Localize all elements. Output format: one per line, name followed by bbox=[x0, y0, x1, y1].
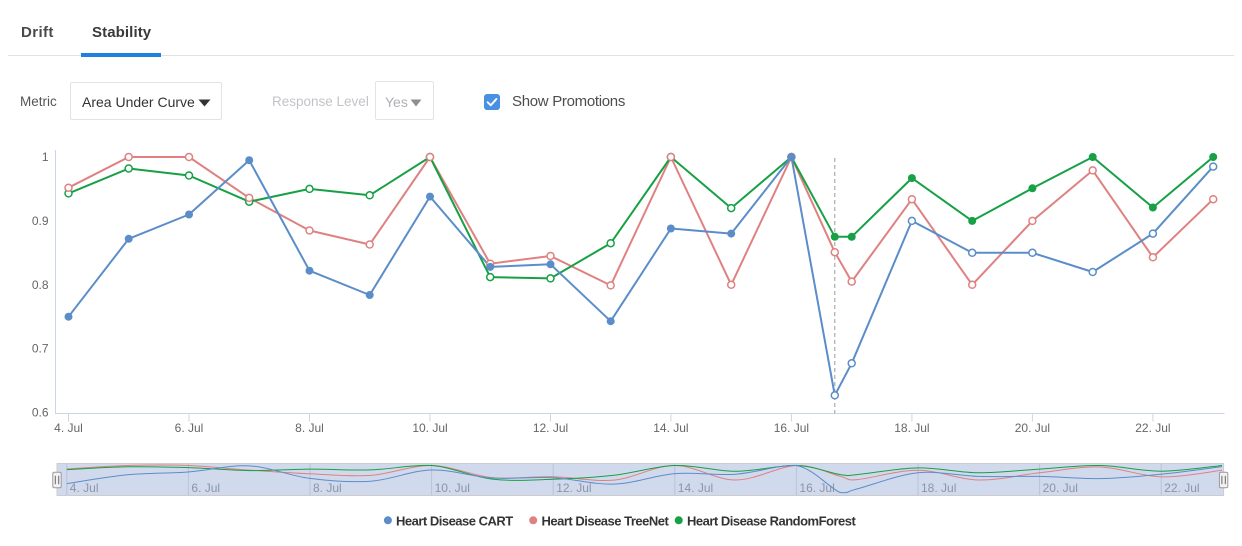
svg-text:0.8: 0.8 bbox=[32, 278, 49, 292]
svg-text:18. Jul: 18. Jul bbox=[921, 481, 956, 495]
svg-text:4. Jul: 4. Jul bbox=[54, 421, 83, 435]
svg-text:12. Jul: 12. Jul bbox=[556, 481, 591, 495]
svg-text:8. Jul: 8. Jul bbox=[295, 421, 324, 435]
svg-text:20. Jul: 20. Jul bbox=[1015, 421, 1050, 435]
svg-text:18. Jul: 18. Jul bbox=[894, 421, 929, 435]
svg-text:16. Jul: 16. Jul bbox=[774, 421, 809, 435]
svg-text:10. Jul: 10. Jul bbox=[435, 481, 470, 495]
svg-text:1: 1 bbox=[42, 150, 49, 164]
svg-text:0.7: 0.7 bbox=[32, 342, 49, 356]
svg-text:12. Jul: 12. Jul bbox=[533, 421, 568, 435]
svg-text:14. Jul: 14. Jul bbox=[653, 421, 688, 435]
svg-text:6. Jul: 6. Jul bbox=[175, 421, 204, 435]
svg-text:Heart Disease CART: Heart Disease CART bbox=[396, 514, 513, 529]
svg-text:0.9: 0.9 bbox=[32, 214, 49, 228]
svg-text:22. Jul: 22. Jul bbox=[1164, 481, 1199, 495]
svg-text:Heart Disease RandomForest: Heart Disease RandomForest bbox=[687, 514, 857, 529]
svg-text:20. Jul: 20. Jul bbox=[1043, 481, 1078, 495]
svg-text:22. Jul: 22. Jul bbox=[1135, 421, 1170, 435]
svg-text:Heart Disease TreeNet: Heart Disease TreeNet bbox=[542, 514, 670, 529]
svg-text:8. Jul: 8. Jul bbox=[313, 481, 342, 495]
svg-text:0.6: 0.6 bbox=[32, 406, 49, 420]
svg-text:10. Jul: 10. Jul bbox=[412, 421, 447, 435]
svg-text:6. Jul: 6. Jul bbox=[191, 481, 220, 495]
svg-text:16. Jul: 16. Jul bbox=[799, 481, 834, 495]
svg-text:14. Jul: 14. Jul bbox=[678, 481, 713, 495]
svg-text:4. Jul: 4. Jul bbox=[70, 481, 99, 495]
